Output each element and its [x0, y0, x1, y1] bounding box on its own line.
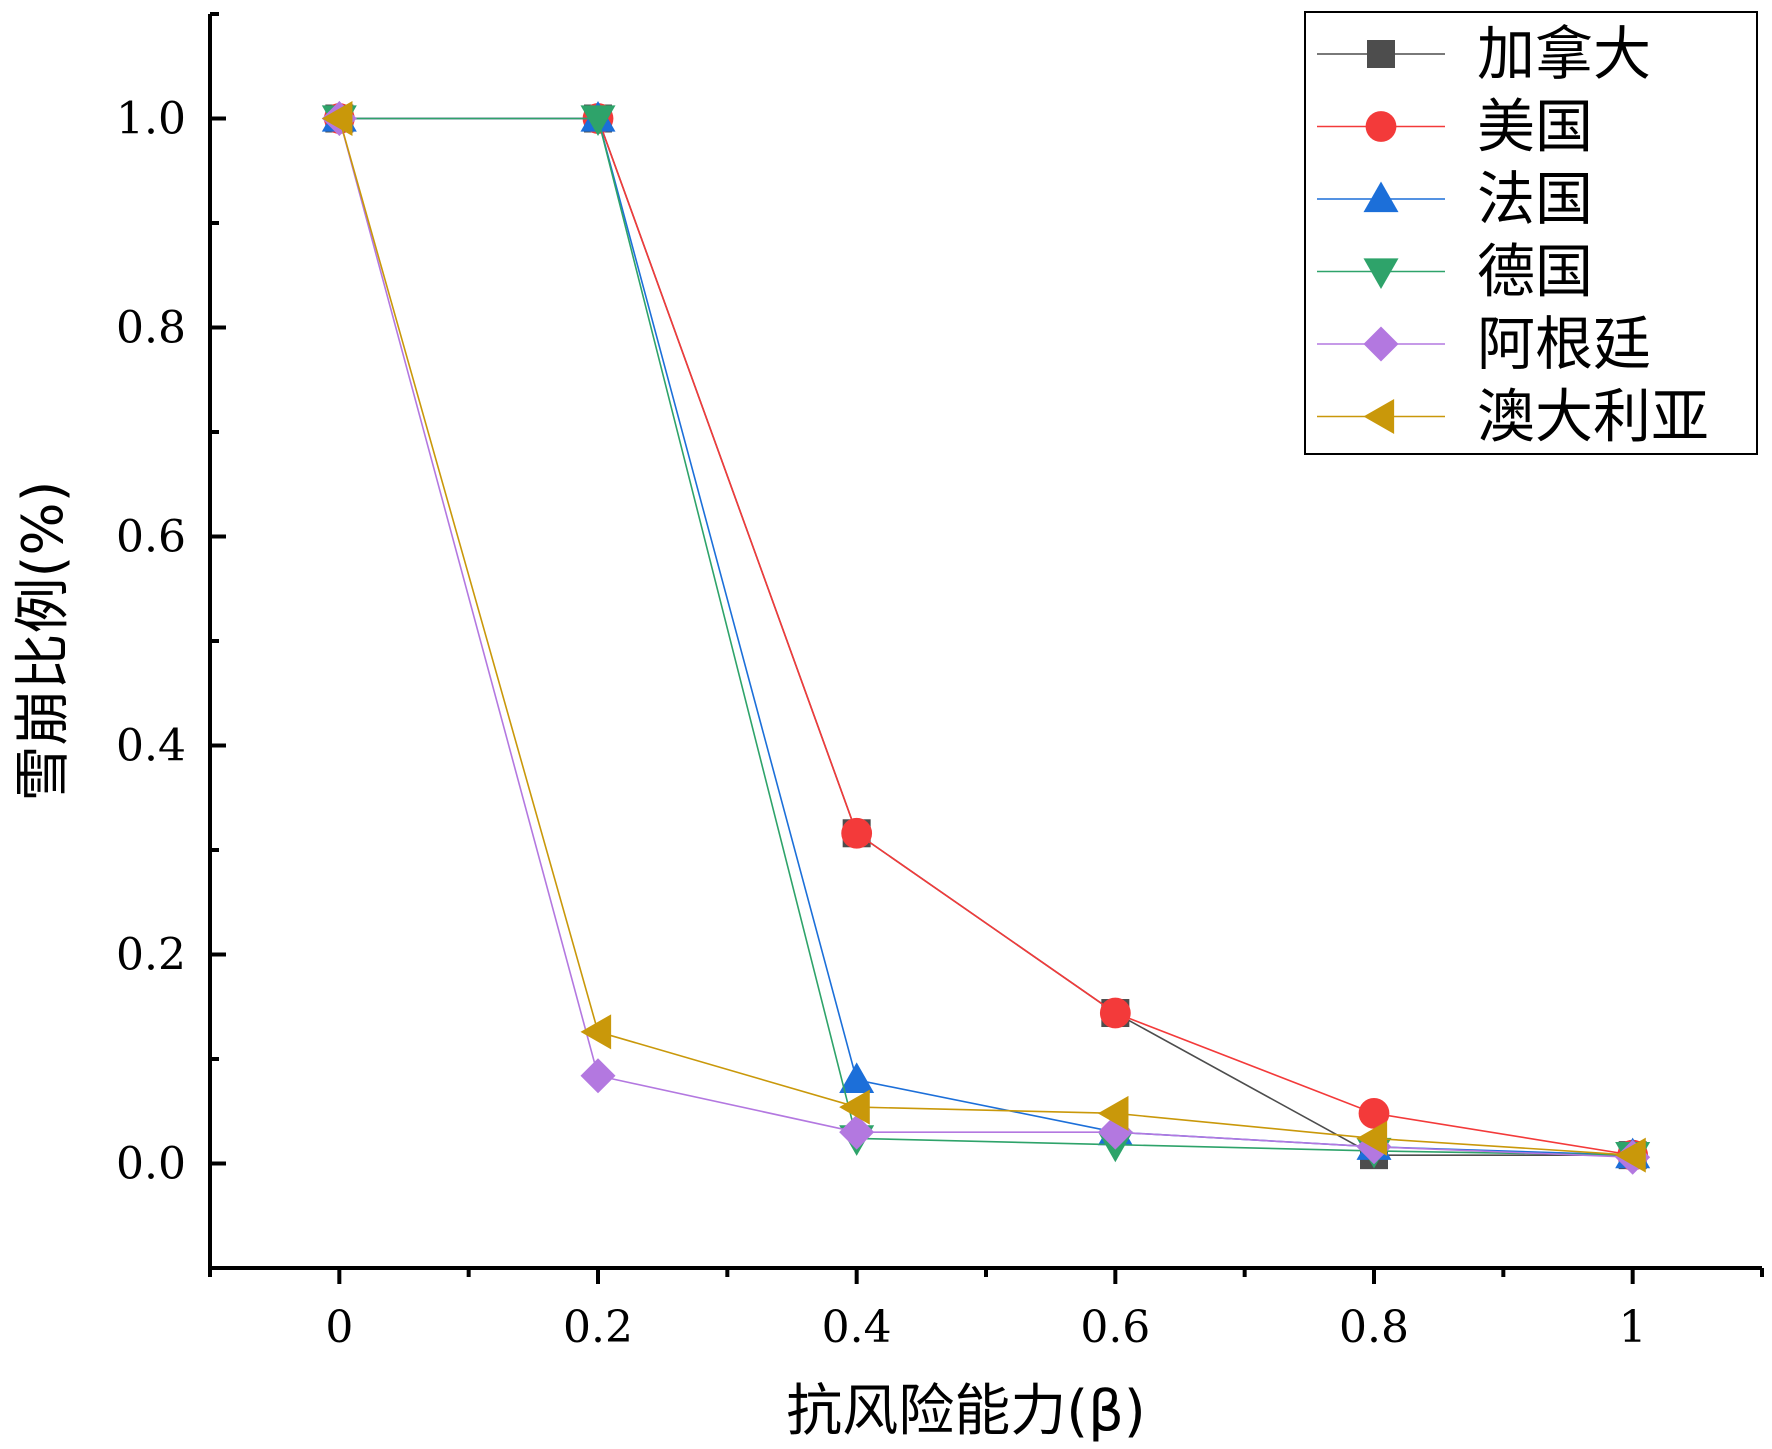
legend-label: 阿根廷: [1477, 310, 1651, 378]
data-point: [580, 105, 616, 136]
data-point: [1615, 1137, 1646, 1173]
data-point: [580, 1058, 616, 1094]
x-axis-title: 抗风险能力(β): [786, 1379, 1145, 1444]
data-point: [1358, 1097, 1390, 1129]
series-triangle-left: [321, 101, 1646, 1173]
legend-item: 德国: [1317, 238, 1593, 306]
y-tick-label: 0.0: [116, 1139, 186, 1190]
series-line: [339, 117, 1633, 1156]
legend-box: [1304, 11, 1758, 455]
x-tick-label: 0.6: [1080, 1302, 1150, 1353]
legend-label: 澳大利亚: [1477, 383, 1709, 451]
legend-item: 加拿大: [1317, 20, 1651, 88]
data-point: [580, 1014, 612, 1050]
x-tick-label: 0.2: [563, 1302, 633, 1353]
legend-label: 美国: [1477, 93, 1593, 161]
series-line: [338, 118, 1633, 1159]
data-point: [841, 817, 873, 849]
x-tick-label: 0.4: [822, 1302, 892, 1353]
legend-item: 阿根廷: [1317, 310, 1651, 378]
x-tick-label: 0.8: [1339, 1302, 1409, 1353]
legend-marker: [1363, 326, 1399, 362]
legend-label: 法国: [1477, 165, 1593, 233]
y-tick-label: 0.4: [116, 721, 186, 772]
series-layer: [321, 101, 1651, 1175]
legend-item: 法国: [1317, 165, 1593, 233]
legend-item: 美国: [1317, 93, 1593, 161]
data-point: [839, 1089, 870, 1125]
data-point: [839, 1114, 875, 1150]
x-tick-label: 1: [1619, 1302, 1647, 1353]
data-point: [1097, 1095, 1129, 1131]
legend-marker: [1363, 258, 1399, 289]
data-point: [1356, 1120, 1388, 1156]
legend-marker: [1363, 181, 1399, 213]
y-tick-label: 1.0: [116, 94, 186, 145]
y-tick-label: 0.2: [116, 930, 186, 981]
legend-label: 加拿大: [1477, 20, 1651, 88]
axes: 0.0 0.2 0.4 0.6 0.8 1.0 0 0.2 0.4 0.6 0.8 1: [116, 12, 1764, 1353]
data-point: [1099, 997, 1131, 1029]
x-tick-label: 0: [325, 1302, 353, 1353]
legend-item: 澳大利亚: [1317, 383, 1709, 451]
legend-marker: [1367, 40, 1395, 68]
data-point: [321, 101, 353, 136]
legend-marker: [1363, 399, 1395, 434]
y-tick-label: 0.8: [116, 303, 186, 354]
y-tick-label: 0.6: [116, 512, 186, 563]
series-line: [338, 118, 1633, 1156]
legend-label: 德国: [1477, 238, 1593, 306]
legend-marker: [1365, 111, 1397, 142]
y-axis-title: 雪崩比例(%): [11, 481, 76, 802]
data-point: [839, 1062, 875, 1094]
